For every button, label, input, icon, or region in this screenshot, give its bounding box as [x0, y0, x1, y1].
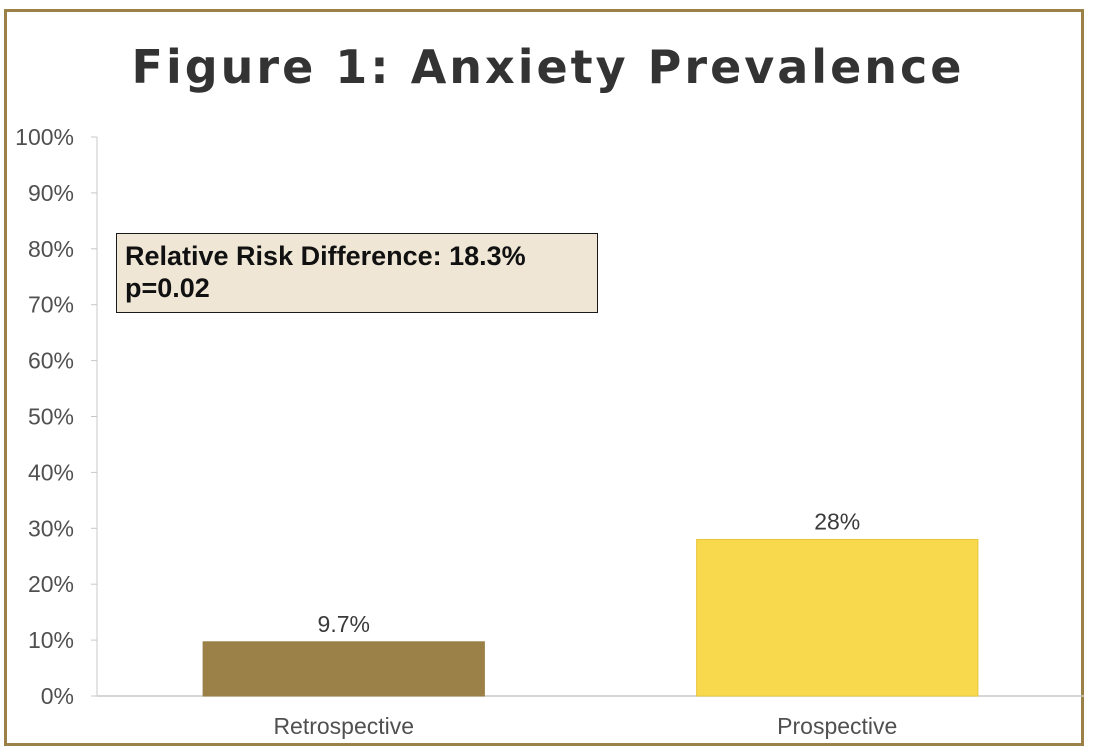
y-tick-label: 90%: [28, 180, 74, 206]
y-tick-label: 10%: [28, 627, 74, 653]
bar-prospective: [696, 538, 979, 697]
annotation-line-2: p=0.02: [125, 273, 210, 303]
annotation-box: Relative Risk Difference: 18.3% p=0.02: [116, 233, 598, 313]
data-label: 28%: [814, 508, 860, 534]
x-tick-label: Prospective: [777, 713, 897, 739]
y-tick-label: 50%: [28, 404, 74, 430]
y-tick-label: 70%: [28, 292, 74, 318]
y-tick-label: 60%: [28, 348, 74, 374]
y-axis-ticks: 0% 10% 20% 30% 40% 50% 60% 70% 80% 90% 100%: [15, 124, 97, 709]
y-tick-label: 20%: [28, 571, 74, 597]
data-label: 9.7%: [318, 611, 370, 637]
chart-title: Figure 1: Anxiety Prevalence: [131, 40, 965, 94]
x-axis-ticks: Retrospective Prospective: [273, 713, 897, 739]
y-tick-label: 100%: [15, 124, 74, 150]
y-tick-label: 0%: [41, 683, 74, 709]
bar-retrospective: [202, 641, 485, 697]
y-tick-label: 80%: [28, 236, 74, 262]
annotation-line-1: Relative Risk Difference: 18.3%: [125, 241, 526, 271]
bars: [202, 538, 979, 697]
x-tick-label: Retrospective: [273, 713, 414, 739]
data-labels: 9.7% 28%: [318, 508, 861, 636]
y-tick-label: 30%: [28, 515, 74, 541]
y-tick-label: 40%: [28, 459, 74, 485]
